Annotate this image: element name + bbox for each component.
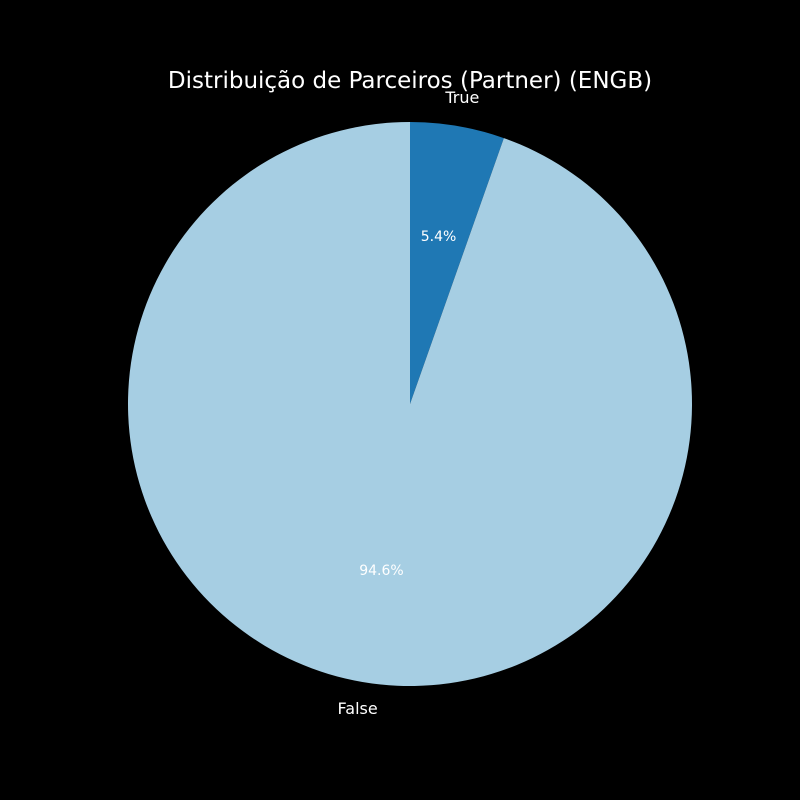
slice-label-true: True: [444, 88, 479, 107]
pie-slices: [127, 122, 692, 686]
pie-labels: True 5.4% False 94.6%: [338, 88, 480, 718]
pie-slice-false: [127, 122, 692, 686]
pie-slice-true: [410, 122, 504, 404]
chart-title: Distribuição de Parceiros (Partner) (ENG…: [168, 68, 652, 94]
slice-pct-false: 94.6%: [359, 563, 403, 579]
slice-pct-true: 5.4%: [421, 229, 457, 245]
slice-label-false: False: [338, 699, 378, 718]
